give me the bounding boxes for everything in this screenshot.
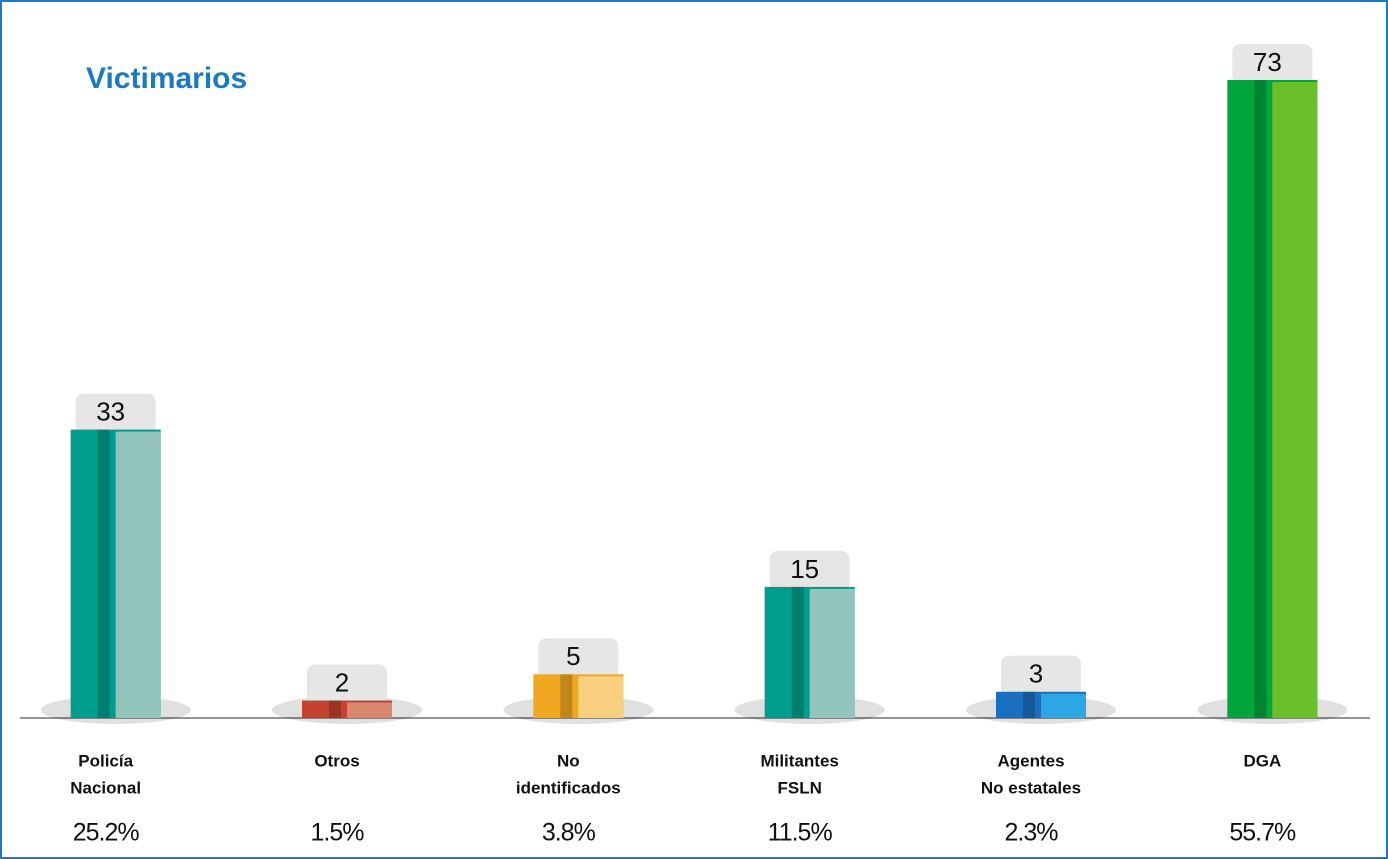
bar-light-side — [809, 588, 855, 718]
bar-edge — [1023, 691, 1035, 718]
category-label: FSLN — [777, 778, 821, 797]
value-label: 2 — [335, 667, 349, 697]
value-label: 5 — [566, 641, 580, 671]
value-box — [538, 638, 619, 679]
chart-title: Victimarios — [86, 62, 247, 95]
category-label: identificados — [516, 778, 621, 797]
value-label: 33 — [96, 396, 125, 426]
percent-label: 2.3% — [1005, 819, 1059, 847]
bar-light-side — [115, 431, 161, 718]
category-label: Agentes — [997, 751, 1064, 770]
bar-light-side — [1272, 82, 1318, 718]
bar-edge — [791, 586, 804, 718]
category-label: Otros — [314, 751, 359, 770]
value-label: 3 — [1029, 659, 1043, 689]
bar-edge — [329, 700, 341, 718]
category-label: No — [557, 751, 580, 770]
category-label: Militantes — [760, 751, 838, 770]
percent-label: 3.8% — [542, 819, 596, 847]
bar-light-side — [347, 702, 392, 718]
value-label: 73 — [1253, 47, 1282, 77]
percent-label: 1.5% — [311, 819, 365, 847]
value-label: 15 — [790, 554, 819, 584]
percent-label: 55.7% — [1229, 819, 1296, 847]
value-box — [75, 393, 156, 434]
bar-light-side — [1041, 693, 1086, 718]
category-label: Nacional — [70, 778, 141, 797]
percent-label: 25.2% — [73, 819, 140, 847]
value-box — [1232, 44, 1313, 84]
category-label: Policía — [78, 751, 133, 770]
category-label: DGA — [1243, 751, 1281, 770]
bar-light-side — [578, 676, 624, 718]
bar-edge — [97, 429, 110, 718]
bar-edge — [1254, 80, 1267, 718]
bar-edge — [560, 674, 573, 718]
value-box — [307, 664, 387, 705]
category-label: No estatales — [981, 778, 1081, 797]
value-box — [1001, 655, 1081, 696]
percent-label: 11.5% — [768, 819, 833, 847]
value-box — [769, 550, 850, 591]
